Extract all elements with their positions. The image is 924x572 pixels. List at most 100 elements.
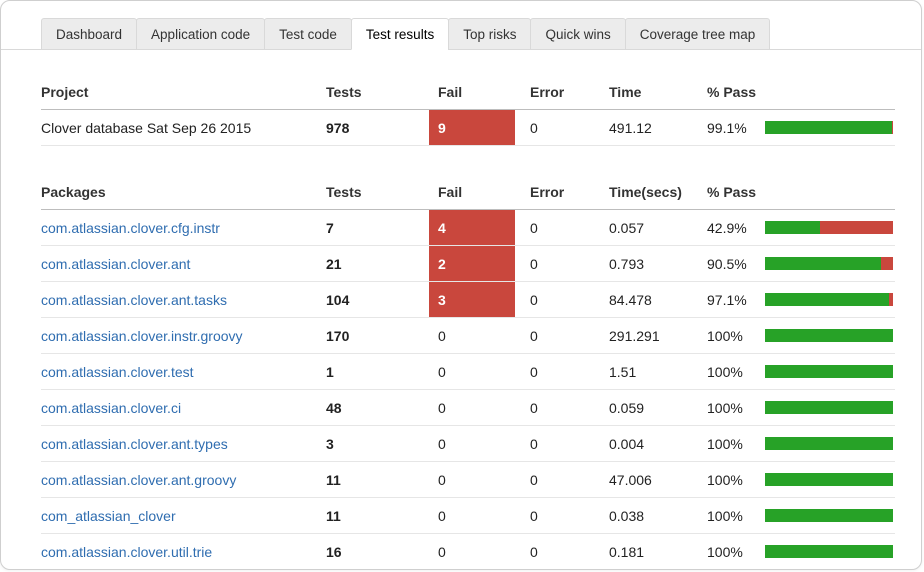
col-header-bar [765,176,895,209]
tab-coverage-tree-map[interactable]: Coverage tree map [624,18,771,50]
pass-bar-green [765,437,893,450]
package-link[interactable]: com.atlassian.clover.cfg.instr [41,220,220,236]
package-link[interactable]: com.atlassian.clover.instr.groovy [41,328,243,344]
packages-row: com.atlassian.clover.ant.types 3 0 0 0.004 10… [41,426,895,462]
pass-bar [765,545,893,558]
col-header-pass: % Pass [707,184,757,200]
time-value: 84.478 [609,292,652,308]
col-header-error: Error [530,84,565,100]
error-value: 0 [530,544,538,560]
col-header-tests: Tests [326,84,362,100]
time-value: 291.291 [609,328,660,344]
error-value: 0 [530,472,538,488]
fail-cell: 0 [438,534,530,569]
tab-test-code[interactable]: Test code [264,18,352,50]
tab-test-results[interactable]: Test results [350,18,450,50]
tab-application-code[interactable]: Application code [136,18,266,50]
project-table-header: Project Tests Fail Error Time % Pass [41,76,895,110]
col-header-fail: Fail [438,84,463,100]
time-value: 0.057 [609,220,645,236]
tests-value: 11 [326,508,341,524]
time-value: 0.059 [609,400,645,416]
package-name-cell: com.atlassian.clover.instr.groovy [41,318,326,353]
package-link[interactable]: com.atlassian.clover.util.trie [41,544,213,560]
pass-bar-cell [765,282,895,317]
package-link[interactable]: com.atlassian.clover.ant [41,256,191,272]
pass-bar [765,365,893,378]
fail-cell: 0 [438,462,530,497]
error-value: 0 [530,400,538,416]
fail-value: 4 [429,210,515,245]
pass-bar-red [819,221,893,234]
time-value: 0.793 [609,256,645,272]
package-link[interactable]: com.atlassian.clover.ant.tasks [41,292,227,308]
error-value: 0 [530,436,538,452]
tests-value: 11 [326,472,341,488]
pass-bar-green [765,509,893,522]
col-header-fail: Fail [438,184,463,200]
pass-bar [765,121,893,134]
pass-value: 90.5% [707,256,747,272]
pass-bar-green [765,293,890,306]
project-name-cell: Clover database Sat Sep 26 2015 [41,110,326,145]
error-value: 0 [530,120,538,136]
package-name-cell: com.atlassian.clover.test [41,354,326,389]
error-value: 0 [530,292,538,308]
fail-value: 0 [438,364,446,380]
tests-value: 1 [326,364,334,380]
pass-bar-red [880,257,893,270]
pass-bar-cell [765,110,895,145]
tests-value: 170 [326,328,350,344]
report-content: Project Tests Fail Error Time % Pass Clo… [1,50,921,569]
tab-dashboard[interactable]: Dashboard [41,18,138,50]
pass-bar-green [765,121,892,134]
tab-top-risks[interactable]: Top risks [448,18,532,50]
col-header-bar [765,76,895,109]
tests-value: 16 [326,544,342,560]
tests-value: 104 [326,292,350,308]
packages-row: com_atlassian_clover 11 0 0 0.038 100% [41,498,895,534]
col-header-pass: % Pass [707,84,757,100]
fail-cell: 2 [429,246,530,281]
packages-table-header: Packages Tests Fail Error Time(secs) % P… [41,176,895,210]
pass-bar [765,329,893,342]
fail-value: 0 [438,472,446,488]
error-value: 0 [530,364,538,380]
package-link[interactable]: com_atlassian_clover [41,508,176,524]
col-header-packages: Packages [41,184,106,200]
project-row: Clover database Sat Sep 26 2015 978 9 0 491.… [41,110,895,146]
pass-bar-red [891,121,893,134]
package-link[interactable]: com.atlassian.clover.ant.types [41,436,228,452]
pass-value: 100% [707,364,743,380]
project-table: Project Tests Fail Error Time % Pass Clo… [41,76,895,146]
fail-cell: 9 [429,110,530,145]
fail-value: 0 [438,436,446,452]
pass-bar-green [765,545,893,558]
package-link[interactable]: com.atlassian.clover.test [41,364,194,380]
col-header-time: Time [609,84,642,100]
pass-bar [765,473,893,486]
pass-value: 97.1% [707,292,747,308]
package-link[interactable]: com.atlassian.clover.ci [41,400,182,416]
time-value: 47.006 [609,472,652,488]
pass-bar-cell [765,246,895,281]
package-link[interactable]: com.atlassian.clover.ant.groovy [41,472,237,488]
col-header-project: Project [41,84,89,100]
tests-value: 3 [326,436,334,452]
packages-table-body: com.atlassian.clover.cfg.instr 7 4 0 0.057 42… [41,210,895,569]
fail-value: 0 [438,328,446,344]
fail-cell: 0 [438,426,530,461]
package-name-cell: com.atlassian.clover.ant [41,246,326,281]
fail-value: 2 [429,246,515,281]
time-value: 491.12 [609,120,652,136]
pass-bar [765,401,893,414]
tab-quick-wins[interactable]: Quick wins [530,18,626,50]
pass-bar-green [765,329,893,342]
tab-bar: Dashboard Application code Test code Test r… [1,1,921,50]
fail-cell: 4 [429,210,530,245]
fail-value: 0 [438,544,446,560]
col-header-time-secs: Time(secs) [609,184,682,200]
packages-row: com.atlassian.clover.ci 48 0 0 0.059 100% [41,390,895,426]
pass-value: 100% [707,508,743,524]
tests-value: 978 [326,120,350,136]
